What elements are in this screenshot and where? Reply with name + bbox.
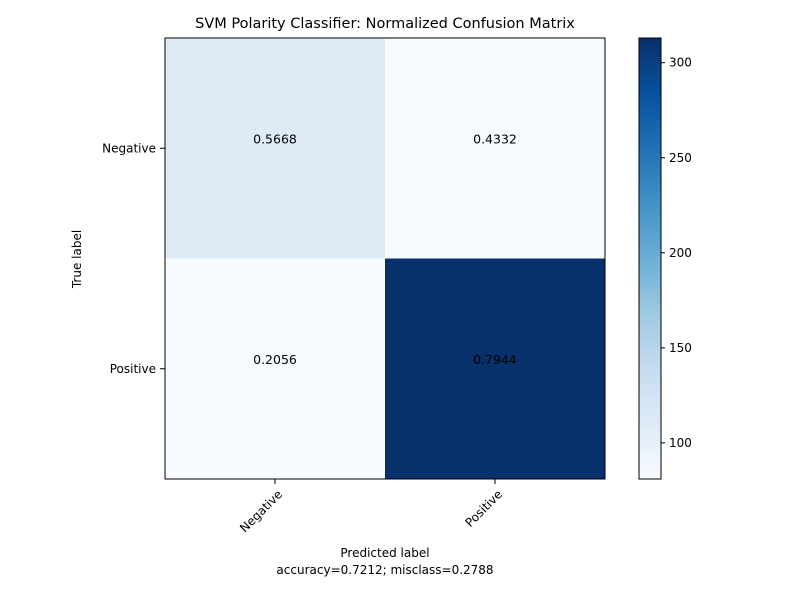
heatmap-cell-1-0 (165, 258, 385, 479)
x-axis-ticks: Negative Positive (237, 479, 505, 535)
heatmap-cells (165, 38, 605, 479)
accuracy-footer: accuracy=0.7212; misclass=0.2788 (276, 563, 493, 577)
cell-value-label-1-1: 0.7944 (473, 352, 517, 367)
chart-title: SVM Polarity Classifier: Normalized Conf… (195, 16, 575, 32)
heatmap-cell-0-1 (385, 38, 605, 259)
colorbar-tick-label-2: 200 (669, 246, 692, 260)
x-tick-label-0: Negative (237, 487, 285, 535)
cell-value-label-0-0: 0.5668 (253, 131, 297, 146)
colorbar-tick-label-4: 300 (669, 56, 692, 70)
cell-value-labels: 0.5668 0.4332 0.2056 0.7944 (253, 131, 517, 367)
colorbar-tick-label-3: 250 (669, 151, 692, 165)
x-axis-label: Predicted label (340, 546, 429, 560)
colorbar-ticks: 100 150 200 250 300 (661, 56, 692, 450)
x-tick-label-1: Positive (463, 487, 506, 530)
colorbar-tick-label-1: 150 (669, 341, 692, 355)
colorbar (638, 37, 662, 480)
cell-value-label-0-1: 0.4332 (473, 131, 517, 146)
y-axis-label: True label (70, 230, 84, 289)
colorbar-tick-label-0: 100 (669, 436, 692, 450)
y-axis-ticks: Negative Positive (102, 141, 165, 376)
heatmap-cell-0-0 (165, 38, 385, 259)
y-tick-label-0: Negative (102, 141, 156, 155)
heatmap-cell-1-1 (385, 258, 605, 479)
cell-value-label-1-0: 0.2056 (253, 352, 297, 367)
plot-frame (164, 37, 606, 480)
y-tick-label-1: Positive (110, 362, 156, 376)
